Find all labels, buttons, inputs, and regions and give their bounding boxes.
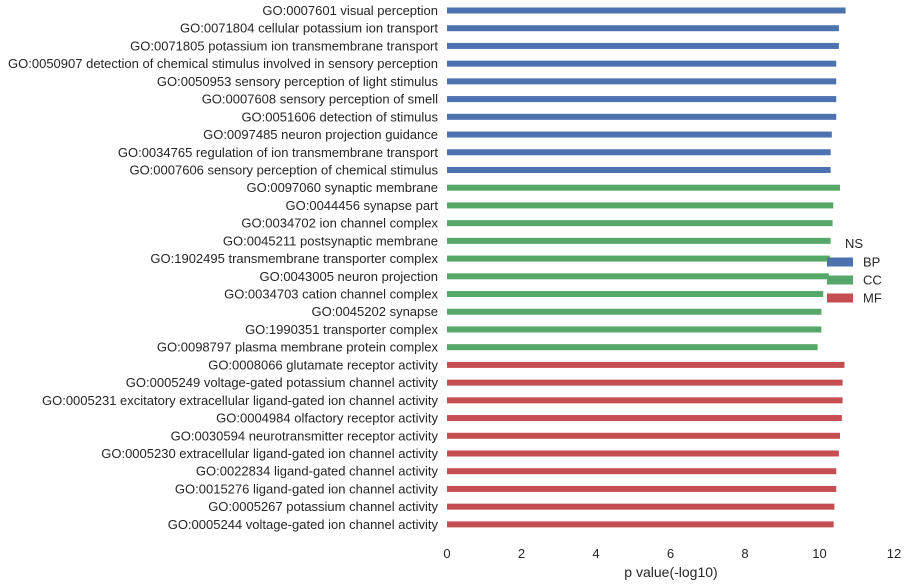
category-label: GO:0034703 cation channel complex	[224, 287, 438, 302]
bar-bp	[447, 7, 846, 14]
category-label: GO:0045211 postsynaptic membrane	[223, 233, 438, 248]
bar-bp	[447, 131, 832, 138]
x-tick-label: 0	[443, 546, 450, 561]
x-tick-label: 8	[741, 546, 748, 561]
bar-cc	[447, 291, 824, 298]
category-label: GO:0007606 sensory perception of chemica…	[129, 162, 438, 177]
bar-cc	[447, 220, 833, 227]
bar-cc	[447, 237, 831, 244]
category-label: GO:0034765 regulation of ion transmembra…	[118, 145, 439, 160]
legend-swatch-bp	[827, 257, 853, 267]
bar-bp	[447, 96, 837, 103]
category-label: GO:0045202 synapse	[312, 304, 438, 319]
bar-bp	[447, 60, 837, 67]
category-label: GO:0015276 ligand-gated ion channel acti…	[175, 481, 439, 496]
bar-mf	[447, 432, 840, 439]
bar-cc	[447, 184, 840, 191]
category-label: GO:0005244 voltage-gated ion channel act…	[168, 517, 439, 532]
bar-bp	[447, 42, 839, 49]
category-label: GO:0007608 sensory perception of smell	[202, 92, 438, 107]
bar-cc	[447, 255, 830, 262]
category-label: GO:0097485 neuron projection guidance	[203, 127, 438, 142]
category-label: GO:0050953 sensory perception of light s…	[157, 74, 439, 89]
bar-bp	[447, 113, 837, 120]
bar-cc	[447, 344, 818, 351]
bar-mf	[447, 503, 835, 510]
bar-cc	[447, 308, 822, 315]
category-label: GO:0098797 plasma membrane protein compl…	[157, 340, 439, 355]
category-label: GO:0005267 potassium channel activity	[208, 499, 438, 514]
category-label: GO:0007601 visual perception	[262, 3, 438, 18]
bar-mf	[447, 379, 843, 386]
bar-bp	[447, 25, 839, 32]
category-label: GO:0044456 synapse part	[286, 198, 439, 213]
category-label: GO:0051606 detection of stimulus	[241, 109, 438, 124]
bar-mf	[447, 397, 843, 404]
x-tick-label: 6	[667, 546, 674, 561]
category-label: GO:0071804 cellular potassium ion transp…	[180, 21, 438, 36]
x-tick-label: 2	[518, 546, 525, 561]
legend-title: NS	[845, 236, 863, 251]
category-label: GO:0008066 glutamate receptor activity	[208, 357, 438, 372]
category-label: GO:0030594 neurotransmitter receptor act…	[171, 428, 439, 443]
bar-bp	[447, 78, 837, 85]
category-label: GO:1902495 transmembrane transporter com…	[150, 251, 438, 266]
category-label: GO:0005249 voltage-gated potassium chann…	[126, 375, 439, 390]
bar-cc	[447, 273, 829, 280]
bar-cc	[447, 326, 822, 333]
bar-bp	[447, 166, 831, 173]
x-tick-label: 10	[812, 546, 826, 561]
bar-cc	[447, 202, 834, 209]
category-label: GO:0071805 potassium ion transmembrane t…	[130, 38, 438, 53]
category-label: GO:0034702 ion channel complex	[241, 216, 438, 231]
bar-mf	[447, 450, 839, 457]
category-label: GO:0043005 neuron projection	[259, 269, 438, 284]
x-axis: 0 2 4 6 8 10 12	[443, 546, 901, 561]
category-labels: GO:0007601 visual perception GO:0071804 c…	[8, 3, 438, 532]
x-axis-title: p value(-log10)	[624, 564, 717, 580]
bar-bp	[447, 149, 831, 156]
bars-layer	[447, 7, 846, 528]
x-tick-label: 12	[887, 546, 901, 561]
category-label: GO:0097060 synaptic membrane	[247, 180, 439, 195]
category-label: GO:0005231 excitatory extracellular liga…	[42, 393, 439, 408]
bar-mf	[447, 468, 837, 475]
legend-swatch-mf	[827, 293, 853, 303]
x-tick-label: 4	[592, 546, 599, 561]
category-label: GO:0022834 ligand-gated channel activity	[196, 464, 439, 479]
bar-mf	[447, 415, 842, 422]
legend-swatch-cc	[827, 275, 853, 285]
category-label: GO:0005230 extracellular ligand-gated io…	[101, 446, 438, 461]
bar-mf	[447, 361, 845, 368]
legend-label-bp: BP	[863, 255, 880, 270]
category-label: GO:1990351 transporter complex	[245, 322, 438, 337]
category-label: GO:0050907 detection of chemical stimulu…	[8, 56, 438, 71]
category-label: GO:0004984 olfactory receptor activity	[216, 411, 438, 426]
legend-label-cc: CC	[863, 273, 882, 288]
bar-mf	[447, 485, 837, 492]
bar-mf	[447, 521, 834, 528]
legend-label-mf: MF	[863, 291, 882, 306]
